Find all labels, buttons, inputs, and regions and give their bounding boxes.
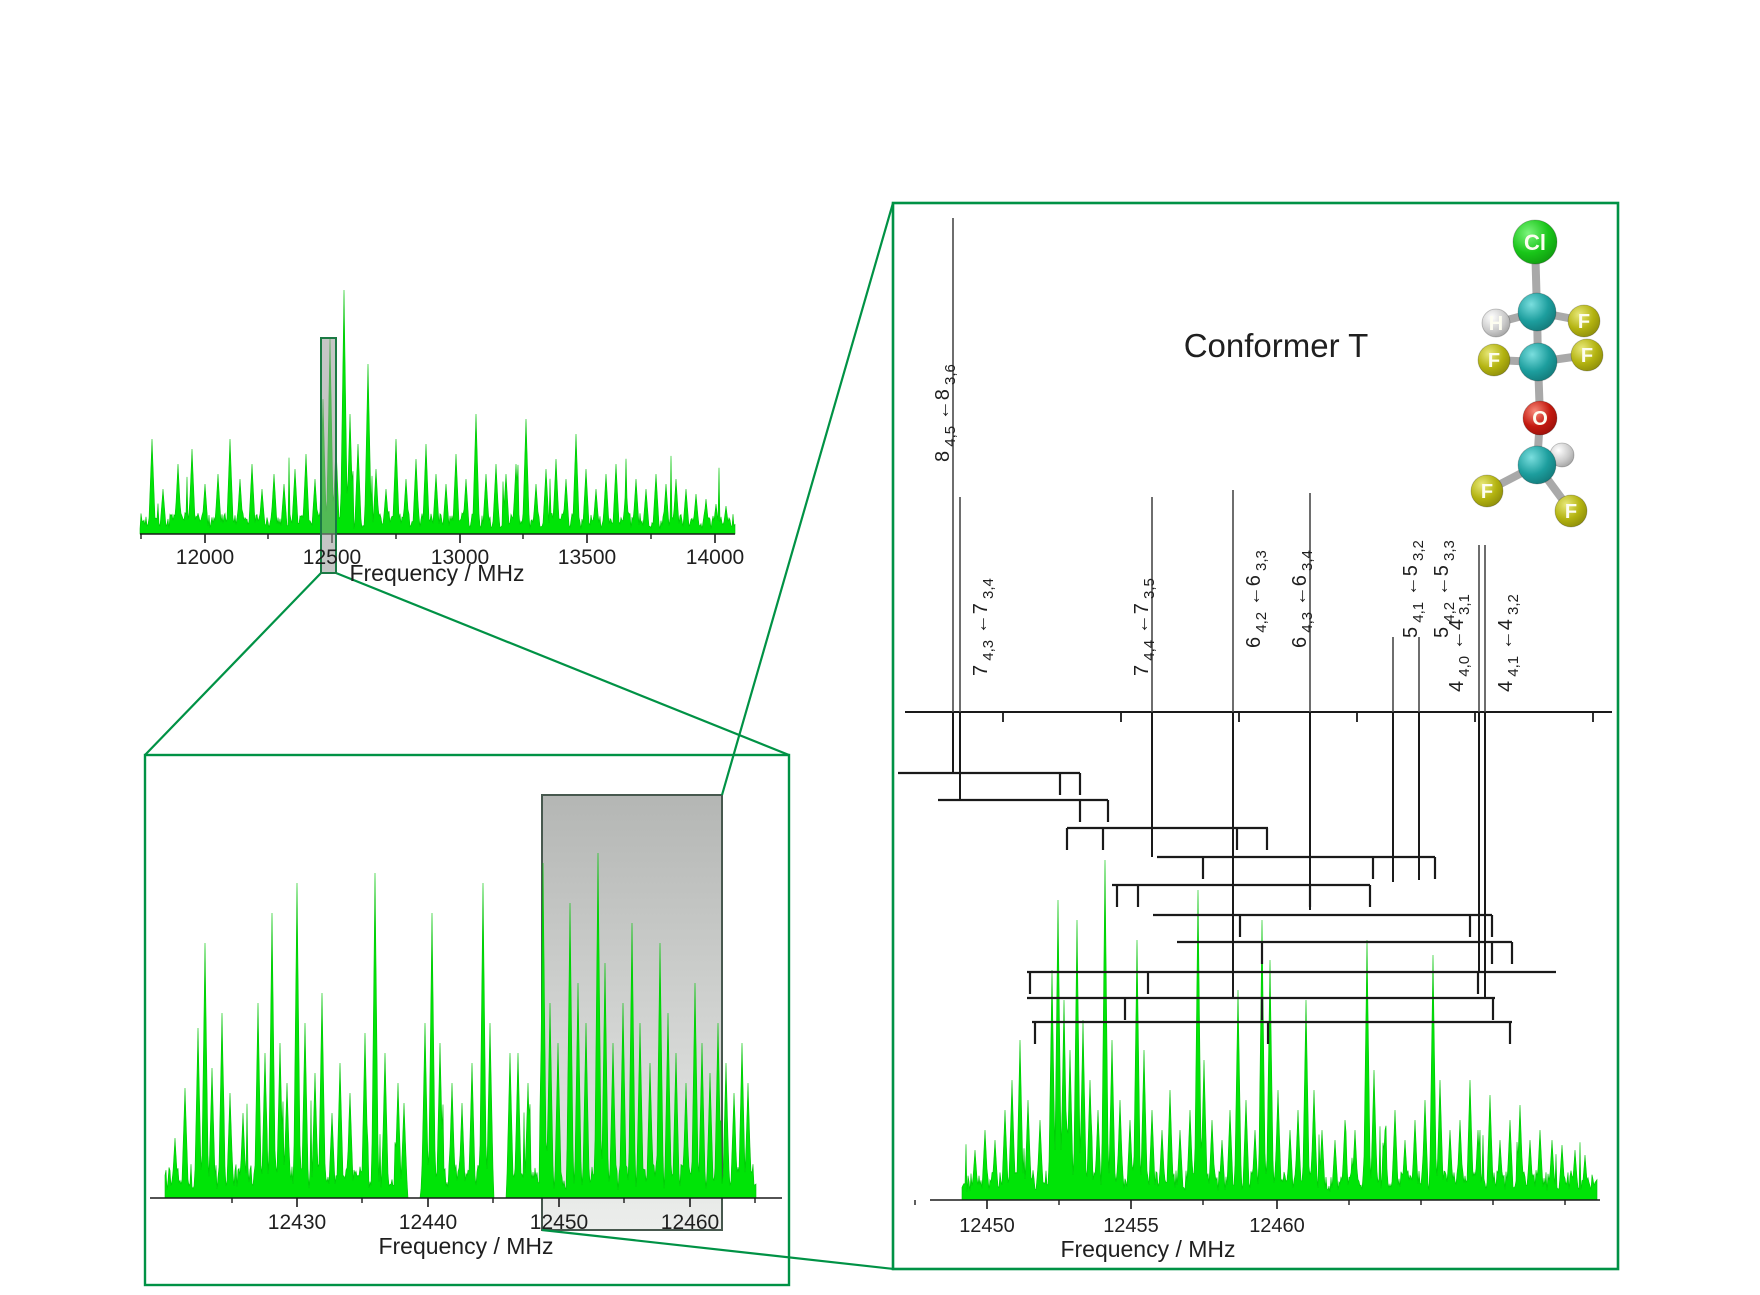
zoom-tick-label: 12430 — [268, 1211, 326, 1234]
zoom-tick-label: 12440 — [399, 1211, 457, 1234]
detail-spectrum — [961, 859, 1598, 1201]
spectra — [139, 289, 1600, 1209]
o-atom — [1522, 400, 1558, 436]
transition-assignment-label: 4 4,1 ←4 3,2 — [1495, 594, 1522, 692]
transition-assignment-label: 5 4,1 ←5 3,2 — [1400, 540, 1427, 638]
atom-label: F — [1581, 345, 1593, 367]
overview-axis-title: Frequency / MHz — [349, 560, 524, 586]
overview-tick-label: 13500 — [558, 546, 616, 569]
overview-tick-label: 12000 — [176, 546, 234, 569]
c-atom — [1517, 445, 1557, 485]
zoom-axis-title: Frequency / MHz — [378, 1233, 553, 1259]
transition-assignment-label: 8 4,5 ←8 3,6 — [932, 364, 959, 462]
c-atom — [1518, 342, 1558, 382]
transition-assignment-label: 7 4,3 ←7 3,4 — [970, 578, 997, 676]
detail-tick-label: 12460 — [1249, 1215, 1305, 1237]
overview-spectrum — [139, 289, 736, 535]
zoom-panel-frame — [143, 753, 791, 1287]
atom-label: F — [1481, 481, 1493, 503]
transition-assignment-label: 6 4,3 ←6 3,4 — [1289, 550, 1316, 648]
detail-tick-label: 12450 — [959, 1215, 1015, 1237]
zoom-connector-lines — [144, 202, 895, 1271]
transition-assignment-label: 5 4,2 ←5 3,3 — [1431, 540, 1458, 638]
detail-tick-label: 12455 — [1103, 1215, 1159, 1237]
atom-label: O — [1532, 408, 1548, 430]
zoom-connector — [335, 571, 790, 757]
zoom-connector — [720, 202, 895, 796]
atom-label: F — [1488, 350, 1500, 372]
f-atom — [1570, 338, 1604, 372]
f-atom — [1554, 494, 1588, 528]
atom-label: F — [1565, 501, 1577, 523]
cl-atom — [1512, 219, 1558, 265]
conformer-title: Conformer T — [1184, 327, 1369, 364]
atom-label: H — [1489, 313, 1503, 335]
zoom-tick-label: 12460 — [661, 1211, 719, 1234]
f-atom — [1470, 474, 1504, 508]
f-atom — [1477, 343, 1511, 377]
overview-highlight-box — [320, 337, 337, 574]
zoom-spectrum — [164, 852, 757, 1199]
assignments-and-brackets: 8 4,5 ←8 3,6 7 4,3 ←7 3,4 7 4,4 ←7 3,5 6 4,… — [320, 218, 1612, 1044]
zoom-connector — [144, 572, 322, 756]
transition-assignment-label: 4 4,0 ←4 3,1 — [1446, 594, 1473, 692]
overview-tick-label: 12500 — [303, 546, 361, 569]
overview-tick-label: 13000 — [431, 546, 489, 569]
detail-panel-frame — [891, 201, 1620, 1271]
axis-text: 12000 12500 13000 13500 14000 Frequency / MHz… — [176, 327, 1369, 1262]
transition-assignment-label: 7 4,4 ←7 3,5 — [1131, 578, 1158, 676]
detail-axis-title: Frequency / MHz — [1060, 1236, 1235, 1262]
zoom-connector — [541, 1228, 895, 1271]
atom-label: Cl — [1524, 230, 1546, 255]
transition-assignment-label: 6 4,2 ←6 3,3 — [1243, 550, 1270, 648]
zoom-tick-label: 12450 — [530, 1211, 588, 1234]
atom-label: F — [1578, 311, 1590, 333]
f-atom — [1567, 304, 1601, 338]
h-atom — [1481, 308, 1511, 338]
c-atom — [1517, 292, 1557, 332]
overview-tick-label: 14000 — [686, 546, 744, 569]
